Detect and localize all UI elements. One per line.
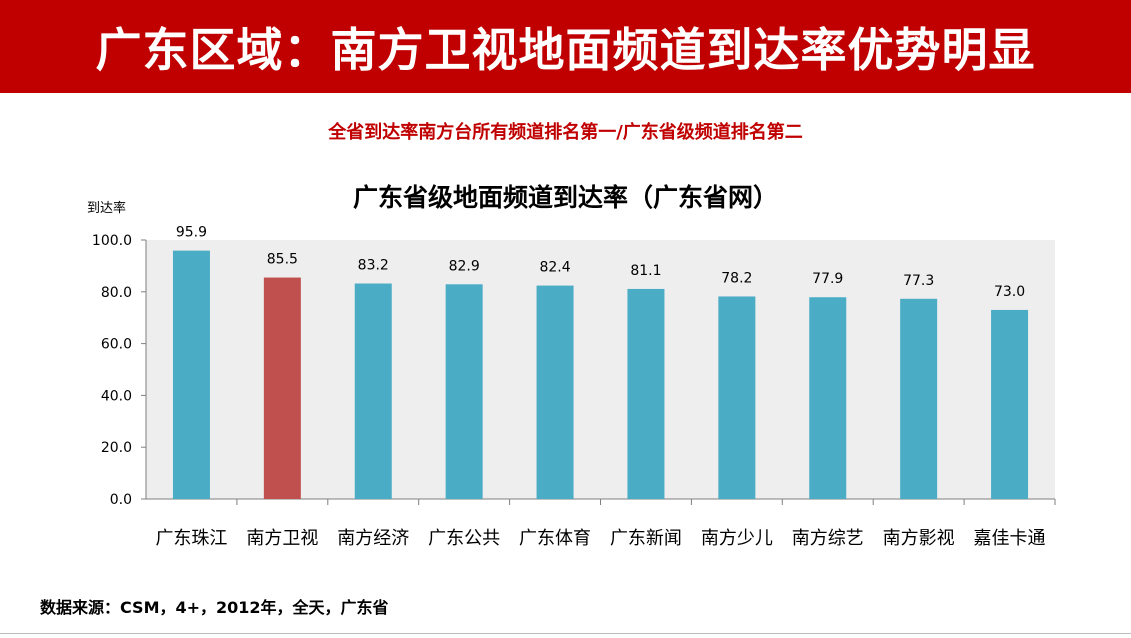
x-tick-label: 南方少儿	[701, 528, 773, 549]
bar	[809, 297, 847, 499]
bottom-divider	[0, 633, 1131, 634]
bar	[354, 283, 392, 499]
data-label: 85.5	[267, 252, 298, 268]
x-tick-label: 广东珠江	[155, 528, 227, 549]
x-tick-label: 嘉佳卡通	[974, 528, 1046, 549]
bar	[900, 298, 938, 499]
data-label: 83.2	[358, 258, 389, 274]
title-banner: 广东区域：南方卫视地面频道到达率优势明显	[0, 0, 1131, 93]
bar	[445, 284, 483, 499]
x-tick-label: 南方经济	[337, 528, 409, 549]
data-label: 82.4	[539, 260, 570, 276]
x-tick-label: 南方综艺	[792, 528, 864, 549]
data-label: 77.9	[812, 271, 843, 287]
bar	[991, 309, 1029, 499]
data-label: 95.9	[176, 225, 207, 241]
x-tick-label: 广东体育	[519, 528, 591, 549]
chart-title: 广东省级地面频道到达率（广东省网）	[352, 183, 778, 212]
data-label: 82.9	[449, 258, 480, 274]
data-label: 81.1	[630, 263, 661, 279]
bar	[263, 277, 301, 499]
x-tick-label: 广东新闻	[610, 528, 682, 549]
data-label: 78.2	[721, 270, 752, 286]
data-label: 73.0	[994, 284, 1025, 300]
y-tick-label: 0.0	[110, 492, 132, 508]
page-title: 广东区域：南方卫视地面频道到达率优势明显	[95, 22, 1036, 77]
y-axis-label: 到达率	[87, 200, 126, 216]
y-tick-label: 20.0	[101, 440, 132, 456]
bar	[718, 296, 756, 499]
x-tick-label: 南方影视	[883, 528, 955, 549]
subtitle: 全省到达率南方台所有频道排名第一/广东省级频道排名第二	[328, 122, 803, 143]
bar-chart: 到达率 0.0 20.0 40.0 60.0 80.0 100.0 95.9 广东珠江 85.5 南…	[87, 200, 1056, 549]
y-tick-label: 60.0	[101, 337, 132, 353]
bar	[172, 250, 210, 499]
y-tick-label: 100.0	[92, 233, 132, 249]
y-tick-label: 40.0	[101, 388, 132, 404]
x-tick-label: 广东公共	[428, 528, 500, 549]
bar	[627, 288, 665, 499]
y-tick-label: 80.0	[101, 285, 132, 301]
data-source-note: 数据来源：CSM，4+，2012年，全天，广东省	[40, 598, 389, 617]
x-tick-label: 南方卫视	[246, 528, 318, 549]
bar	[536, 285, 574, 499]
data-label: 77.3	[903, 273, 934, 289]
